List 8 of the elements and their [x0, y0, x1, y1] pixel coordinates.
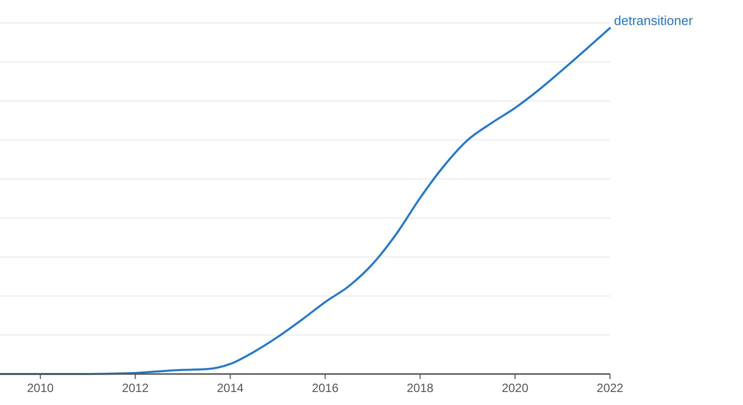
x-tick-label: 2022: [596, 381, 624, 395]
x-tick-label: 2010: [27, 381, 54, 395]
x-tick-label: 2012: [122, 381, 149, 395]
x-tick-label: 2016: [312, 381, 339, 395]
x-tick-label: 2020: [502, 381, 529, 395]
x-tick-label: 2018: [406, 381, 434, 395]
series-label: detransitioner: [614, 13, 694, 28]
x-tick-label: 2014: [216, 381, 244, 395]
